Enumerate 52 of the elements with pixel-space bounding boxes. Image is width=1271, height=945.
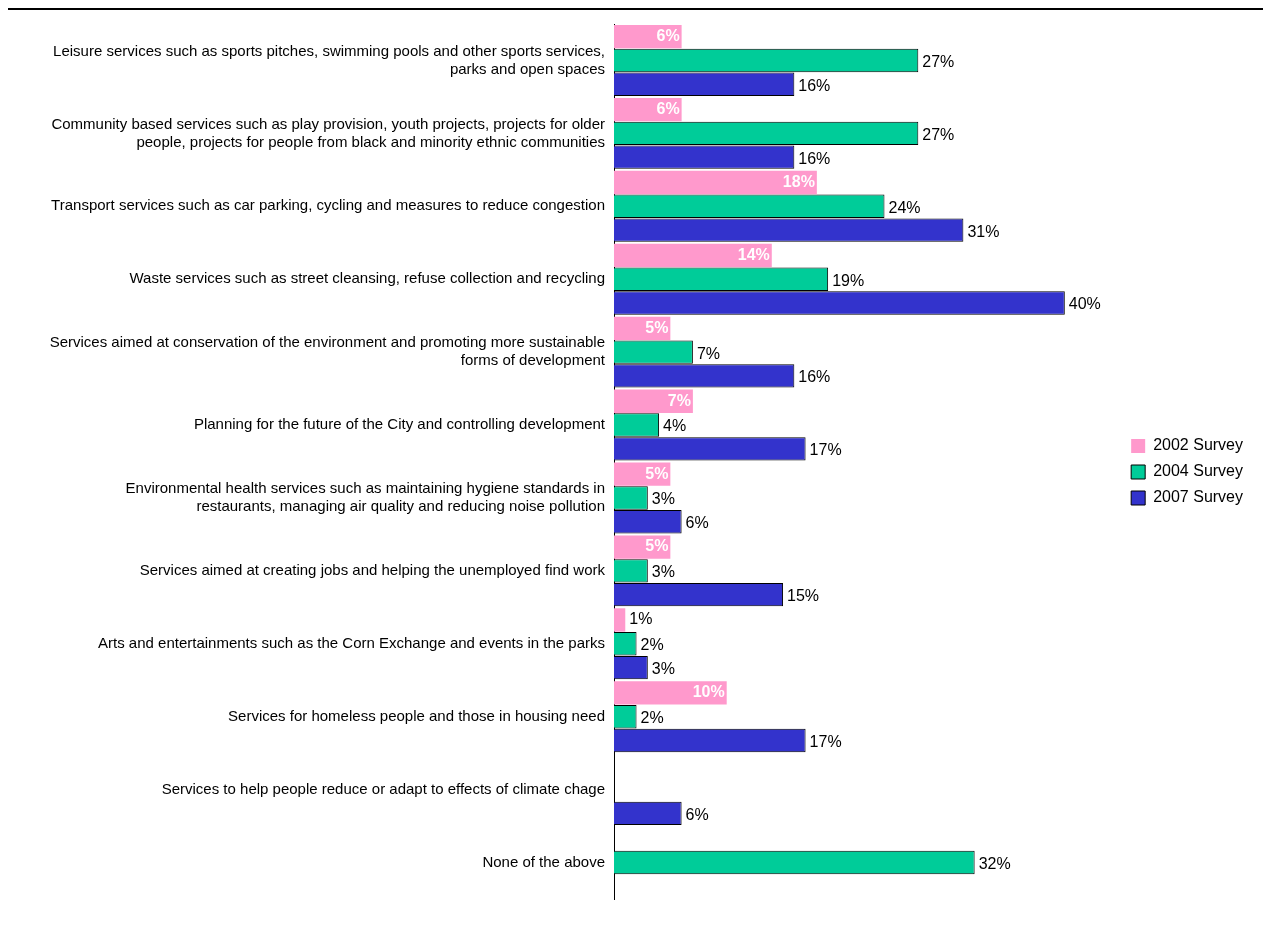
data-label: 6% [656,99,680,117]
y-tick-label: Services aimed at creating jobs and helping the unemployed find work [139,561,606,579]
y-tick-label: Leisure services such as sports pitches, swimming pools and other sports services, parks and open spaces [53,41,605,77]
bar [614,243,772,268]
data-label: 31% [967,222,1000,240]
data-label: 4% [663,417,687,435]
data-label: 7% [696,344,721,362]
y-tick-label: Services to help people reduce or adapt to effects of climate chage [161,779,605,797]
y-tick-label: Community based services such as play provision, youth projects, projects for older people, projects for people from black and minority ethnic communities [51,114,605,150]
data-label: 6% [656,27,680,45]
data-label: 17% [809,441,842,459]
data-label: 3% [651,490,675,508]
data-label: 5% [645,537,669,555]
legend-label: 2004 Survey [1153,462,1244,480]
y-tick-label: None of the above [482,852,605,870]
bar [614,170,817,195]
data-label: 17% [809,732,842,750]
y-tick-label: Planning for the future of the City and controlling development [193,415,606,433]
data-label: 2% [640,709,664,727]
bar [614,608,626,632]
bar [614,389,693,413]
data-label: 27% [922,125,955,143]
data-label: 1% [629,610,653,628]
data-label: 32% [978,854,1011,872]
data-label: 40% [1068,295,1101,313]
data-label: 19% [832,271,865,289]
data-label: 2% [640,636,664,654]
y-tick-label: Services for homeless people and those in housing need [228,706,605,724]
data-label: 18% [782,172,815,190]
bar [614,681,727,705]
data-label: 5% [645,464,669,482]
y-tick-label: Transport services such as car parking, cycling and measures to reduce congestion [51,196,605,214]
data-label: 16% [798,76,831,94]
data-label: 16% [798,368,831,386]
data-label: 10% [692,683,725,701]
data-label: 3% [651,660,675,678]
y-tick-label: Arts and entertainments such as the Corn Exchange and events in the parks [98,633,605,651]
data-label: 14% [737,245,770,263]
data-label: 6% [685,805,709,823]
data-label: 27% [922,52,955,70]
data-label: 7% [667,391,691,409]
y-tick-label: Environmental health services such as maintaining hygiene standards in restaurants, managing air quality and reducing noise pollution [125,479,605,515]
data-label: 16% [798,149,831,167]
data-label: 15% [787,587,820,605]
y-tick-label: Waste services such as street cleansing, refuse collection and recycling [129,269,605,287]
y-tick-label: Services aimed at conservation of the environment and promoting more sustainable forms of development [49,333,606,369]
legend-label: 2002 Survey [1153,436,1244,454]
data-label: 6% [685,514,709,532]
data-label: 5% [645,318,669,336]
data-label: 24% [888,198,921,216]
data-label: 3% [651,563,675,581]
legend-label: 2007 Survey [1153,488,1244,506]
